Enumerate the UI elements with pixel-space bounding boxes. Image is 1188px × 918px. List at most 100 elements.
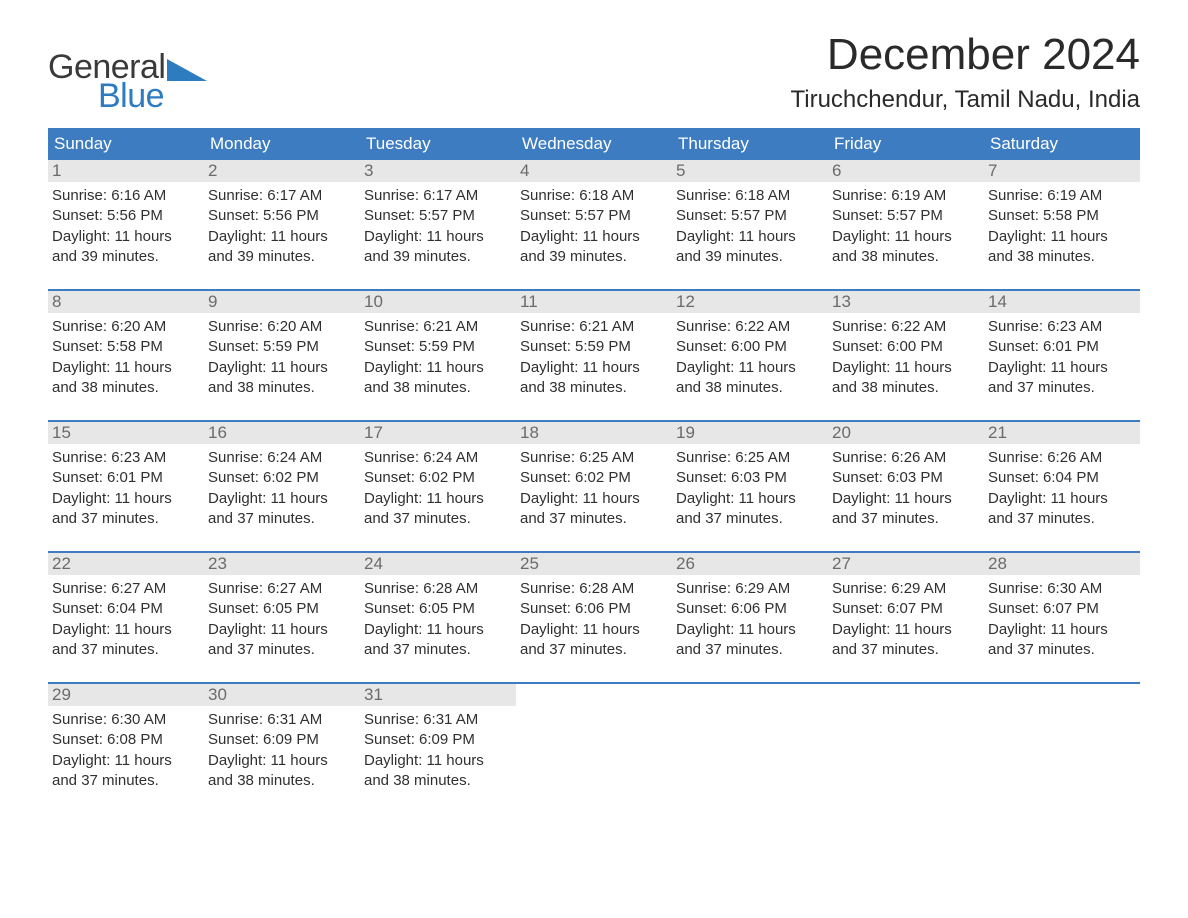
day-dl1: Daylight: 11 hours (364, 227, 512, 247)
day-dl1: Daylight: 11 hours (364, 751, 512, 771)
daynum-row: 19 (672, 422, 828, 444)
week-row: 29Sunrise: 6:30 AMSunset: 6:08 PMDayligh… (48, 682, 1140, 795)
day-sunset: Sunset: 6:03 PM (832, 468, 980, 488)
day-sunrise: Sunrise: 6:31 AM (364, 710, 512, 730)
day-cell: 9Sunrise: 6:20 AMSunset: 5:59 PMDaylight… (204, 291, 360, 402)
day-dl1: Daylight: 11 hours (676, 358, 824, 378)
weeks-container: 1Sunrise: 6:16 AMSunset: 5:56 PMDaylight… (48, 160, 1140, 795)
logo-text-bottom: Blue (98, 77, 207, 116)
day-dl2: and 38 minutes. (208, 771, 356, 791)
day-number: 29 (52, 685, 71, 704)
day-body: Sunrise: 6:18 AMSunset: 5:57 PMDaylight:… (516, 182, 672, 271)
day-dl1: Daylight: 11 hours (988, 489, 1136, 509)
day-dl1: Daylight: 11 hours (676, 227, 824, 247)
day-sunset: Sunset: 6:00 PM (832, 337, 980, 357)
day-sunrise: Sunrise: 6:21 AM (520, 317, 668, 337)
day-sunrise: Sunrise: 6:25 AM (676, 448, 824, 468)
daynum-row: 7 (984, 160, 1140, 182)
day-sunrise: Sunrise: 6:22 AM (676, 317, 824, 337)
day-sunset: Sunset: 6:03 PM (676, 468, 824, 488)
day-number: 24 (364, 554, 383, 573)
daynum-row: 2 (204, 160, 360, 182)
day-number: 7 (988, 161, 997, 180)
day-cell (516, 684, 672, 795)
day-dl2: and 38 minutes. (832, 247, 980, 267)
day-body: Sunrise: 6:27 AMSunset: 6:04 PMDaylight:… (48, 575, 204, 664)
day-body: Sunrise: 6:23 AMSunset: 6:01 PMDaylight:… (984, 313, 1140, 402)
daynum-row: 8 (48, 291, 204, 313)
day-cell: 11Sunrise: 6:21 AMSunset: 5:59 PMDayligh… (516, 291, 672, 402)
day-dl1: Daylight: 11 hours (208, 751, 356, 771)
day-cell: 22Sunrise: 6:27 AMSunset: 6:04 PMDayligh… (48, 553, 204, 664)
day-body: Sunrise: 6:28 AMSunset: 6:06 PMDaylight:… (516, 575, 672, 664)
daynum-row: 3 (360, 160, 516, 182)
day-sunrise: Sunrise: 6:27 AM (208, 579, 356, 599)
day-body: Sunrise: 6:19 AMSunset: 5:58 PMDaylight:… (984, 182, 1140, 271)
daynum-row: 23 (204, 553, 360, 575)
daynum-row: 9 (204, 291, 360, 313)
daynum-row: 17 (360, 422, 516, 444)
daynum-row: 12 (672, 291, 828, 313)
day-body: Sunrise: 6:24 AMSunset: 6:02 PMDaylight:… (204, 444, 360, 533)
day-cell: 4Sunrise: 6:18 AMSunset: 5:57 PMDaylight… (516, 160, 672, 271)
day-number: 28 (988, 554, 1007, 573)
day-dl1: Daylight: 11 hours (364, 489, 512, 509)
weekday-saturday: Saturday (984, 128, 1140, 160)
day-dl2: and 37 minutes. (520, 640, 668, 660)
daynum-row: 25 (516, 553, 672, 575)
day-dl1: Daylight: 11 hours (208, 227, 356, 247)
day-sunrise: Sunrise: 6:30 AM (52, 710, 200, 730)
day-dl1: Daylight: 11 hours (52, 227, 200, 247)
day-cell: 13Sunrise: 6:22 AMSunset: 6:00 PMDayligh… (828, 291, 984, 402)
day-dl2: and 37 minutes. (208, 509, 356, 529)
day-sunrise: Sunrise: 6:18 AM (520, 186, 668, 206)
week-row: 8 Sunrise: 6:20 AMSunset: 5:58 PMDaylight… (48, 289, 1140, 402)
day-cell: 29Sunrise: 6:30 AMSunset: 6:08 PMDayligh… (48, 684, 204, 795)
day-body: Sunrise: 6:29 AMSunset: 6:07 PMDaylight:… (828, 575, 984, 664)
day-sunset: Sunset: 6:02 PM (364, 468, 512, 488)
day-dl2: and 37 minutes. (676, 640, 824, 660)
day-dl2: and 37 minutes. (988, 640, 1136, 660)
day-sunrise: Sunrise: 6:16 AM (52, 186, 200, 206)
weekday-header: Sunday Monday Tuesday Wednesday Thursday… (48, 128, 1140, 160)
day-cell: 5Sunrise: 6:18 AMSunset: 5:57 PMDaylight… (672, 160, 828, 271)
daynum-row: 5 (672, 160, 828, 182)
day-sunrise: Sunrise: 6:19 AM (988, 186, 1136, 206)
day-number: 30 (208, 685, 227, 704)
day-dl2: and 38 minutes. (676, 378, 824, 398)
day-sunset: Sunset: 6:06 PM (520, 599, 668, 619)
day-number: 16 (208, 423, 227, 442)
day-sunset: Sunset: 5:57 PM (832, 206, 980, 226)
weekday-friday: Friday (828, 128, 984, 160)
day-cell (984, 684, 1140, 795)
day-number: 27 (832, 554, 851, 573)
day-number: 10 (364, 292, 383, 311)
day-sunset: Sunset: 5:57 PM (676, 206, 824, 226)
day-body: Sunrise: 6:16 AMSunset: 5:56 PMDaylight:… (48, 182, 204, 271)
daynum-row: 27 (828, 553, 984, 575)
calendar: Sunday Monday Tuesday Wednesday Thursday… (48, 128, 1140, 795)
day-body: Sunrise: 6:20 AMSunset: 5:58 PMDaylight:… (48, 313, 204, 402)
day-cell (828, 684, 984, 795)
day-cell: 3Sunrise: 6:17 AMSunset: 5:57 PMDaylight… (360, 160, 516, 271)
day-body (984, 686, 1140, 694)
location: Tiruchchendur, Tamil Nadu, India (790, 86, 1140, 114)
day-dl2: and 38 minutes. (988, 247, 1136, 267)
day-number: 19 (676, 423, 695, 442)
day-number: 3 (364, 161, 373, 180)
day-sunset: Sunset: 6:01 PM (988, 337, 1136, 357)
day-dl1: Daylight: 11 hours (208, 358, 356, 378)
day-cell: 27 Sunrise: 6:29 AMSunset: 6:07 PMDayligh… (828, 553, 984, 664)
day-sunset: Sunset: 5:56 PM (52, 206, 200, 226)
day-number: 8 (52, 292, 61, 311)
page: General Blue December 2024 Tiruchchendur… (0, 0, 1188, 835)
header-row: General Blue December 2024 Tiruchchendur… (48, 30, 1140, 128)
month-title: December 2024 (790, 30, 1140, 80)
day-sunrise: Sunrise: 6:27 AM (52, 579, 200, 599)
day-sunrise: Sunrise: 6:31 AM (208, 710, 356, 730)
day-cell: 25Sunrise: 6:28 AMSunset: 6:06 PMDayligh… (516, 553, 672, 664)
day-sunset: Sunset: 6:05 PM (208, 599, 356, 619)
day-dl2: and 37 minutes. (520, 509, 668, 529)
day-sunset: Sunset: 5:58 PM (52, 337, 200, 357)
day-body: Sunrise: 6:31 AMSunset: 6:09 PMDaylight:… (360, 706, 516, 795)
